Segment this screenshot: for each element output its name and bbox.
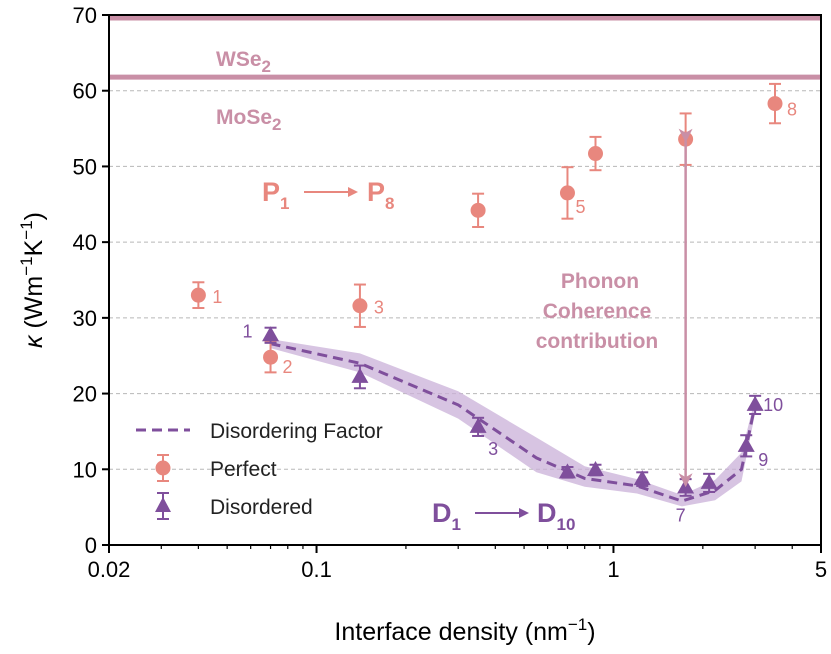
disordered-point-10 — [746, 395, 764, 411]
disordered-point-2 — [351, 367, 369, 383]
seq-perfect-end: P8 — [367, 177, 394, 213]
y-tick-label-0: 0 — [85, 533, 97, 558]
disordered-point-label-7: 7 — [676, 505, 686, 525]
mose2-label: MoSe2 — [216, 106, 281, 134]
y-tick-label-4: 40 — [73, 230, 97, 255]
perfect-point-4 — [470, 202, 486, 218]
legend-label-perfect: Perfect — [210, 458, 277, 481]
disordered-point-5 — [587, 461, 605, 477]
disordered-point-6 — [633, 470, 651, 486]
legend-disordered-marker — [155, 497, 171, 512]
disordered-point-8 — [700, 473, 718, 489]
y-tick-label-3: 30 — [73, 306, 97, 331]
disordered-point-1 — [262, 326, 280, 342]
seq-disordered-end: D10 — [537, 498, 575, 534]
coherence-label-3: contribution — [536, 330, 658, 353]
disordering-factor-line — [270, 342, 757, 503]
perfect-point-3 — [352, 298, 368, 314]
plot-frame — [108, 14, 822, 546]
perfect-point-label-5: 5 — [575, 197, 585, 217]
y-tick-label-2: 20 — [73, 382, 97, 407]
legend: Disordering Factor Perfect Disordered — [136, 420, 383, 520]
perfect-point-1 — [190, 287, 206, 303]
coherence-label-1: Phonon — [561, 270, 639, 293]
seq-disordered-start: D1 — [432, 498, 461, 534]
x-tick-label-0: 0.02 — [88, 557, 131, 582]
perfect-point-label-1: 1 — [212, 287, 222, 307]
x-tick-label-1: 0.1 — [301, 557, 332, 582]
y-tick-label-5: 50 — [73, 154, 97, 179]
perfect-point-8 — [767, 96, 783, 112]
disordered-point-label-3: 3 — [488, 439, 498, 459]
disordered-point-3 — [469, 417, 487, 433]
data-series: 1 2 3 5 8 1 3 7 9 10 — [190, 82, 797, 525]
perfect-point-label-2: 2 — [283, 357, 293, 377]
perfect-point-2 — [263, 349, 279, 365]
disordered-point-label-9: 9 — [758, 450, 768, 470]
disordered-point-9 — [737, 436, 755, 452]
perfect-point-label-8: 8 — [787, 100, 797, 120]
seq-perfect-start: P1 — [262, 177, 289, 213]
coherence-label-2: Coherence — [543, 300, 652, 323]
x-tick-label-2: 1 — [607, 557, 619, 582]
disordered-point-label-10: 10 — [763, 395, 783, 415]
disordered-point-label-1: 1 — [243, 321, 253, 341]
y-tick-label-6: 60 — [73, 79, 97, 104]
axis-ticks: 0 10 20 30 40 50 60 70 0.02 0.1 1 5 — [73, 3, 828, 582]
legend-label-factor: Disordering Factor — [210, 420, 383, 443]
reference-lines — [109, 15, 821, 80]
legend-label-disordered: Disordered — [210, 496, 313, 519]
disordering-band — [270, 339, 756, 507]
y-axis-title: κ (Wm−1K−1) — [17, 212, 48, 348]
x-axis-title: Interface density (nm−1) — [334, 615, 595, 646]
wse2-label: WSe2 — [216, 48, 271, 76]
x-tick-label-3: 5 — [815, 557, 827, 582]
y-tick-label-1: 10 — [73, 457, 97, 482]
disordered-point-4 — [558, 463, 576, 479]
perfect-point-5 — [559, 185, 575, 201]
legend-perfect-marker — [155, 460, 171, 476]
disordering-band-area — [270, 339, 756, 507]
y-tick-label-7: 70 — [73, 3, 97, 28]
perfect-point-label-3: 3 — [374, 298, 384, 318]
perfect-point-6 — [588, 146, 604, 162]
